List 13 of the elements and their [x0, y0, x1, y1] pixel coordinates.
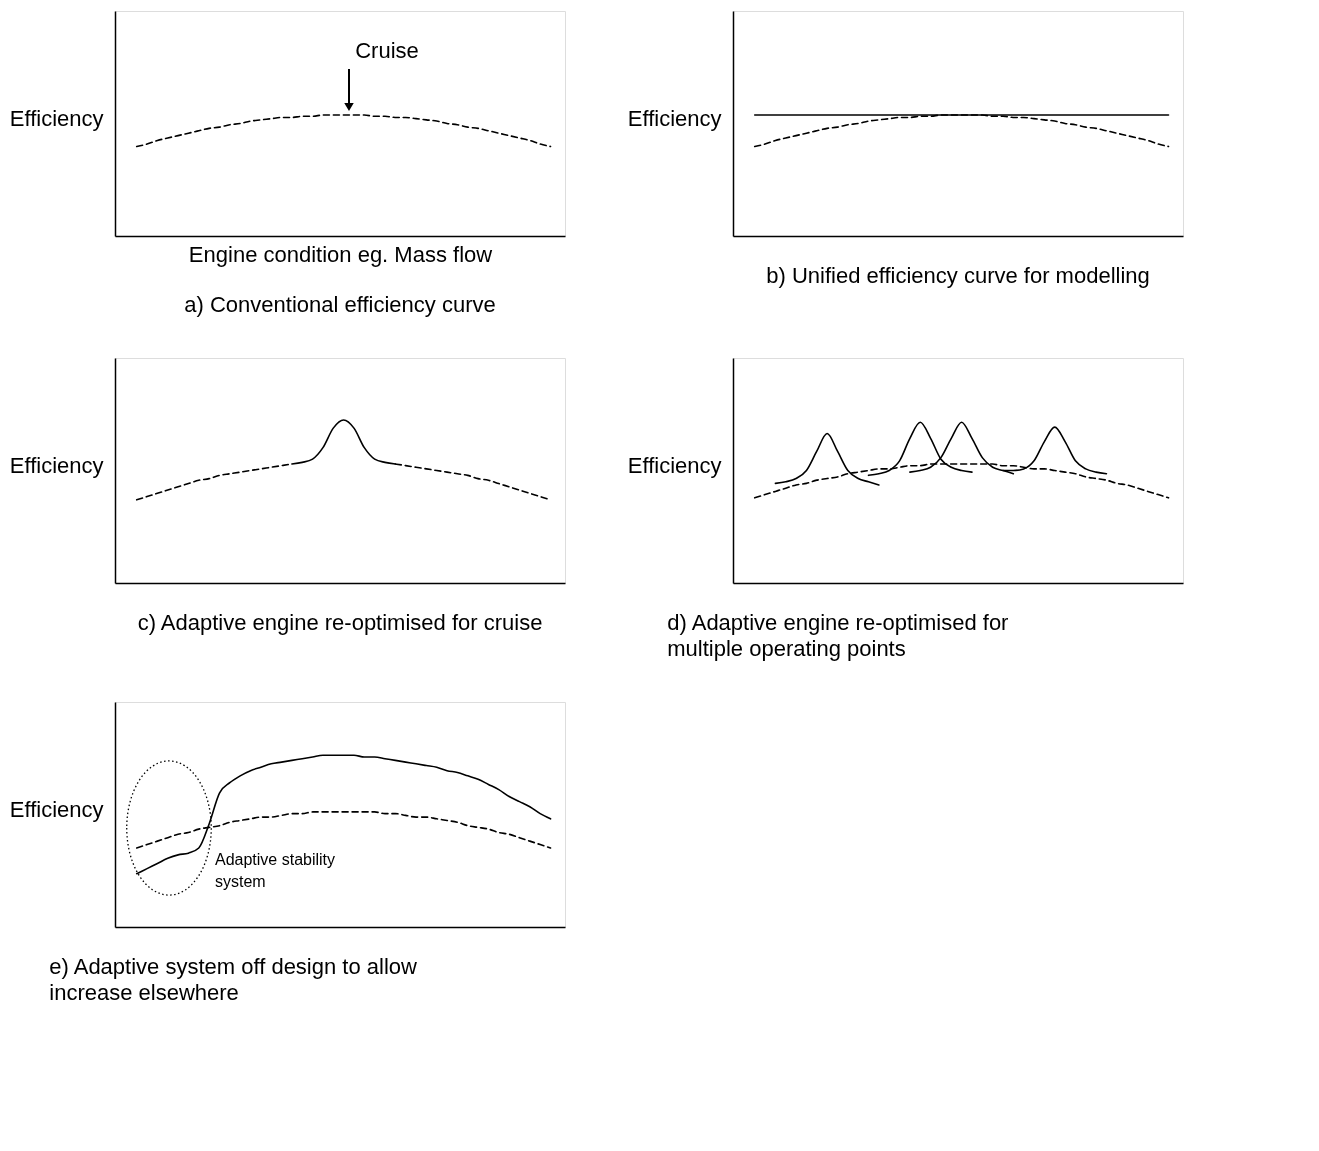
text: e) Adaptive system off design to allow increase elsewhere [49, 954, 418, 1005]
y-axis-title: Efficiency [9, 796, 104, 822]
annotation: Adaptive stability system [215, 851, 336, 890]
y-axis-title: Efficiency [9, 105, 104, 131]
text: c) Adaptive engine re-optimised for cruise [137, 610, 543, 635]
text: b) Unified efficiency curve for modelling [766, 263, 1150, 288]
text: d) Adaptive engine re-optimised for multiple operating points [667, 610, 1009, 661]
text: Cruise [355, 38, 419, 63]
y-axis-title: Efficiency [627, 105, 722, 131]
text: a) Conventional efficiency curve [184, 292, 496, 317]
x-axis-title: Engine condition eg. Mass flow [188, 241, 493, 267]
y-axis-title: Efficiency [627, 452, 722, 478]
y-axis-title: Efficiency [9, 452, 104, 478]
